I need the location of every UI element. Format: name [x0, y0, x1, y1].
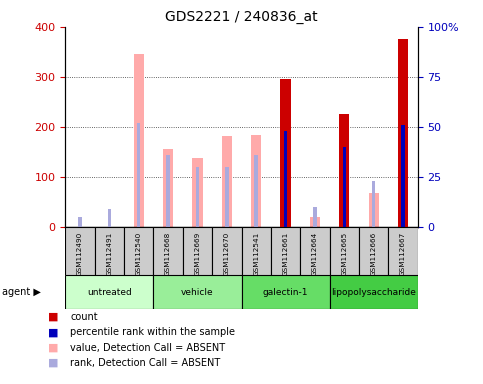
Bar	[300, 227, 329, 275]
Text: ■: ■	[48, 327, 59, 337]
Bar	[124, 227, 154, 275]
Bar	[329, 275, 418, 309]
Bar	[310, 217, 320, 227]
Text: GSM112667: GSM112667	[400, 231, 406, 276]
Bar	[271, 227, 300, 275]
Bar	[108, 209, 111, 227]
Bar	[78, 217, 82, 227]
Bar	[163, 149, 173, 227]
Text: GDS2221 / 240836_at: GDS2221 / 240836_at	[165, 10, 318, 23]
Text: ■: ■	[48, 343, 59, 353]
Bar	[329, 227, 359, 275]
Bar	[65, 275, 154, 309]
Text: count: count	[70, 312, 98, 322]
Bar	[212, 227, 242, 275]
Bar	[222, 136, 232, 227]
Text: GSM112670: GSM112670	[224, 231, 230, 276]
Text: GSM112668: GSM112668	[165, 231, 171, 276]
Text: GSM112540: GSM112540	[136, 231, 142, 276]
Bar	[137, 123, 141, 227]
Text: GSM112666: GSM112666	[371, 231, 377, 276]
Text: GSM112669: GSM112669	[195, 231, 200, 276]
Text: vehicle: vehicle	[181, 288, 214, 297]
Bar	[166, 155, 170, 227]
Text: GSM112664: GSM112664	[312, 231, 318, 276]
Bar	[154, 227, 183, 275]
Bar	[154, 275, 242, 309]
Text: ■: ■	[48, 312, 59, 322]
Bar	[192, 158, 202, 227]
Text: rank, Detection Call = ABSENT: rank, Detection Call = ABSENT	[70, 358, 220, 368]
Bar	[398, 40, 408, 227]
Text: untreated: untreated	[87, 288, 132, 297]
Text: GSM112490: GSM112490	[77, 231, 83, 276]
Text: GSM112491: GSM112491	[106, 231, 112, 276]
Bar	[281, 79, 291, 227]
Bar	[133, 55, 144, 227]
Bar	[65, 227, 95, 275]
Text: percentile rank within the sample: percentile rank within the sample	[70, 327, 235, 337]
Text: ■: ■	[48, 358, 59, 368]
Bar	[242, 227, 271, 275]
Bar	[183, 227, 212, 275]
Bar	[242, 275, 330, 309]
Text: galectin-1: galectin-1	[263, 288, 308, 297]
Bar	[359, 227, 388, 275]
Bar	[369, 193, 379, 227]
Text: agent ▶: agent ▶	[2, 287, 41, 297]
Text: GSM112665: GSM112665	[341, 231, 347, 276]
Text: GSM112541: GSM112541	[253, 231, 259, 276]
Bar	[339, 114, 350, 227]
Text: GSM112661: GSM112661	[283, 231, 288, 276]
Bar	[388, 227, 418, 275]
Bar	[196, 167, 199, 227]
Bar	[372, 180, 375, 227]
Bar	[342, 147, 346, 227]
Text: value, Detection Call = ABSENT: value, Detection Call = ABSENT	[70, 343, 225, 353]
Text: lipopolysaccharide: lipopolysaccharide	[331, 288, 416, 297]
Bar	[255, 155, 258, 227]
Bar	[284, 131, 287, 227]
Bar	[251, 135, 261, 227]
Bar	[225, 167, 228, 227]
Bar	[313, 207, 317, 227]
Bar	[401, 125, 405, 227]
Bar	[95, 227, 124, 275]
